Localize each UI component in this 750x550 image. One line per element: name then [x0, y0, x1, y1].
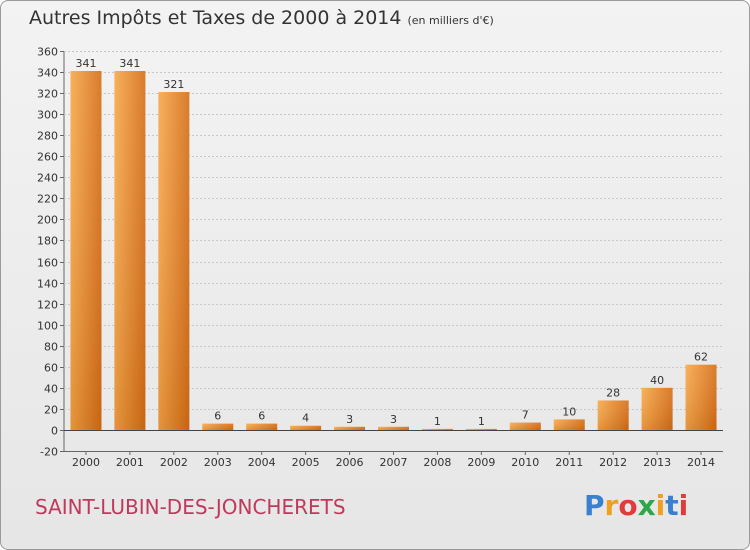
chart-title: Autres Impôts et Taxes de 2000 à 2014 (en…	[29, 7, 494, 29]
logo-letter: x	[637, 489, 656, 522]
bar-shade	[246, 423, 278, 430]
y-tick-label: 300	[37, 109, 58, 122]
bar-shade	[641, 387, 673, 430]
data-label: 6	[214, 410, 221, 423]
y-tick-label: 60	[44, 362, 58, 375]
y-tick-label: 0	[51, 425, 58, 438]
data-label: 1	[478, 415, 485, 428]
x-tick-label: 2013	[643, 456, 671, 469]
x-tick-label: 2014	[687, 456, 715, 469]
y-axis: -20 0 20 40 60 80 100 120 140 160 180 200 220 240 260 2…	[37, 46, 58, 459]
y-tick-label: 220	[37, 193, 58, 206]
bar-shade	[553, 419, 585, 430]
logo-letter: o	[618, 489, 638, 522]
bar-shade	[70, 71, 102, 430]
bar-shade	[378, 426, 409, 430]
y-tick-label: 100	[37, 320, 58, 333]
x-tick-label: 2007	[380, 456, 408, 469]
y-tick-label: 20	[44, 404, 58, 417]
data-label: 7	[522, 409, 529, 422]
x-tick-label: 2010	[511, 456, 539, 469]
bar-shade	[158, 92, 190, 430]
data-labels: 341 341 321 6 6 4 3 3 1 1 7 10 28 40 62	[75, 57, 708, 428]
y-tick-label: 140	[37, 278, 58, 291]
proxiti-logo: Proxiti	[584, 489, 688, 522]
data-label: 321	[163, 78, 184, 91]
data-label: 10	[562, 405, 576, 418]
x-tick-label: 2011	[555, 456, 583, 469]
x-tick-label: 2005	[292, 456, 320, 469]
x-tick-label: 2006	[336, 456, 364, 469]
commune-name: SAINT-LUBIN-DES-JONCHERETS	[35, 495, 346, 519]
logo-letter: P	[584, 489, 605, 522]
bar-shade	[597, 400, 629, 430]
logo-letter: i	[655, 489, 666, 522]
logo-letter: i	[678, 489, 689, 522]
y-tick-label: 120	[37, 299, 58, 312]
data-label: 28	[606, 386, 620, 399]
x-axis: 2000 2001 2002 2003 2004 2005 2006 2007 2008 2009…	[72, 451, 715, 469]
x-tick-label: 2012	[599, 456, 627, 469]
y-tick-label: 80	[44, 341, 58, 354]
x-tick-label: 2001	[116, 456, 144, 469]
data-label: 4	[302, 412, 309, 425]
title-unit: (en milliers d'€)	[407, 14, 494, 27]
y-tick-label: 320	[37, 88, 58, 101]
x-tick-label: 2004	[248, 456, 276, 469]
x-tick-label: 2000	[72, 456, 100, 469]
x-tick-label: 2003	[204, 456, 232, 469]
y-tick-label: 180	[37, 235, 58, 248]
data-label: 40	[650, 374, 664, 387]
x-tick-label: 2009	[467, 456, 495, 469]
logo-letter: r	[604, 489, 619, 522]
data-label: 3	[390, 413, 397, 426]
y-tick-label: 160	[37, 257, 58, 270]
data-label: 3	[346, 413, 353, 426]
bar-shade	[202, 423, 234, 430]
bar-shade	[421, 428, 453, 430]
bar-shade	[509, 422, 541, 430]
y-tick-label: -20	[40, 446, 58, 459]
y-tick-label: 260	[37, 151, 58, 164]
data-label: 62	[694, 351, 708, 364]
bar-shade	[290, 425, 322, 430]
logo-letter: t	[665, 489, 679, 522]
bar-shade	[114, 71, 146, 430]
bar-shade	[334, 426, 366, 430]
x-tick-label: 2002	[160, 456, 188, 469]
y-tick-label: 40	[44, 383, 58, 396]
data-label: 6	[258, 410, 265, 423]
x-tick-label: 2008	[423, 456, 451, 469]
bar-shade	[685, 364, 717, 430]
bar-shade	[465, 428, 497, 430]
y-tick-label: 240	[37, 172, 58, 185]
y-tick-label: 280	[37, 130, 58, 143]
data-label: 341	[119, 57, 140, 70]
data-label: 341	[75, 57, 96, 70]
y-tick-label: 360	[37, 46, 58, 59]
data-label: 1	[434, 415, 441, 428]
y-tick-label: 200	[37, 214, 58, 227]
y-tick-label: 340	[37, 67, 58, 80]
title-text: Autres Impôts et Taxes de 2000 à 2014	[29, 7, 402, 29]
bars	[70, 71, 717, 430]
